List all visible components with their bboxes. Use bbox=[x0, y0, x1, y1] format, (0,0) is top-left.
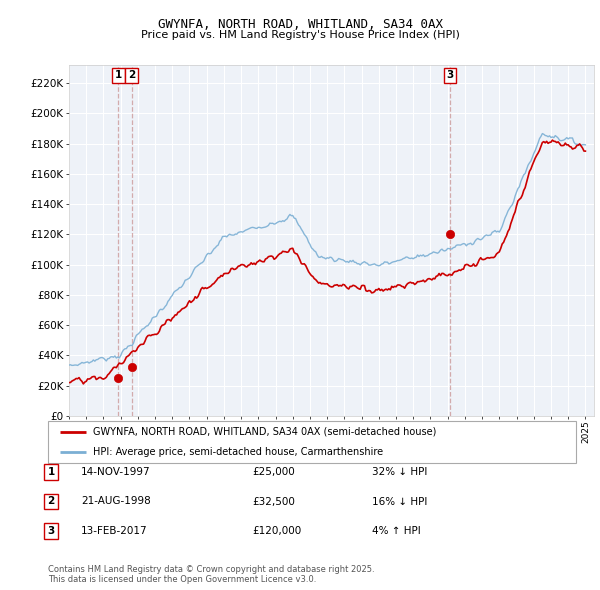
Text: 4% ↑ HPI: 4% ↑ HPI bbox=[372, 526, 421, 536]
Text: 16% ↓ HPI: 16% ↓ HPI bbox=[372, 497, 427, 506]
Text: 3: 3 bbox=[446, 70, 454, 80]
Text: 13-FEB-2017: 13-FEB-2017 bbox=[81, 526, 148, 536]
Text: GWYNFA, NORTH ROAD, WHITLAND, SA34 0AX: GWYNFA, NORTH ROAD, WHITLAND, SA34 0AX bbox=[157, 18, 443, 31]
Text: 14-NOV-1997: 14-NOV-1997 bbox=[81, 467, 151, 477]
Text: Price paid vs. HM Land Registry's House Price Index (HPI): Price paid vs. HM Land Registry's House … bbox=[140, 30, 460, 40]
Text: Contains HM Land Registry data © Crown copyright and database right 2025.
This d: Contains HM Land Registry data © Crown c… bbox=[48, 565, 374, 584]
Text: GWYNFA, NORTH ROAD, WHITLAND, SA34 0AX (semi-detached house): GWYNFA, NORTH ROAD, WHITLAND, SA34 0AX (… bbox=[93, 427, 436, 437]
Text: 1: 1 bbox=[115, 70, 122, 80]
Text: £32,500: £32,500 bbox=[252, 497, 295, 506]
Text: 2: 2 bbox=[47, 497, 55, 506]
Text: £120,000: £120,000 bbox=[252, 526, 301, 536]
Text: 32% ↓ HPI: 32% ↓ HPI bbox=[372, 467, 427, 477]
Text: 2: 2 bbox=[128, 70, 135, 80]
Text: £25,000: £25,000 bbox=[252, 467, 295, 477]
Text: 3: 3 bbox=[47, 526, 55, 536]
Text: 1: 1 bbox=[47, 467, 55, 477]
Text: 21-AUG-1998: 21-AUG-1998 bbox=[81, 497, 151, 506]
Text: HPI: Average price, semi-detached house, Carmarthenshire: HPI: Average price, semi-detached house,… bbox=[93, 447, 383, 457]
FancyBboxPatch shape bbox=[48, 421, 576, 463]
